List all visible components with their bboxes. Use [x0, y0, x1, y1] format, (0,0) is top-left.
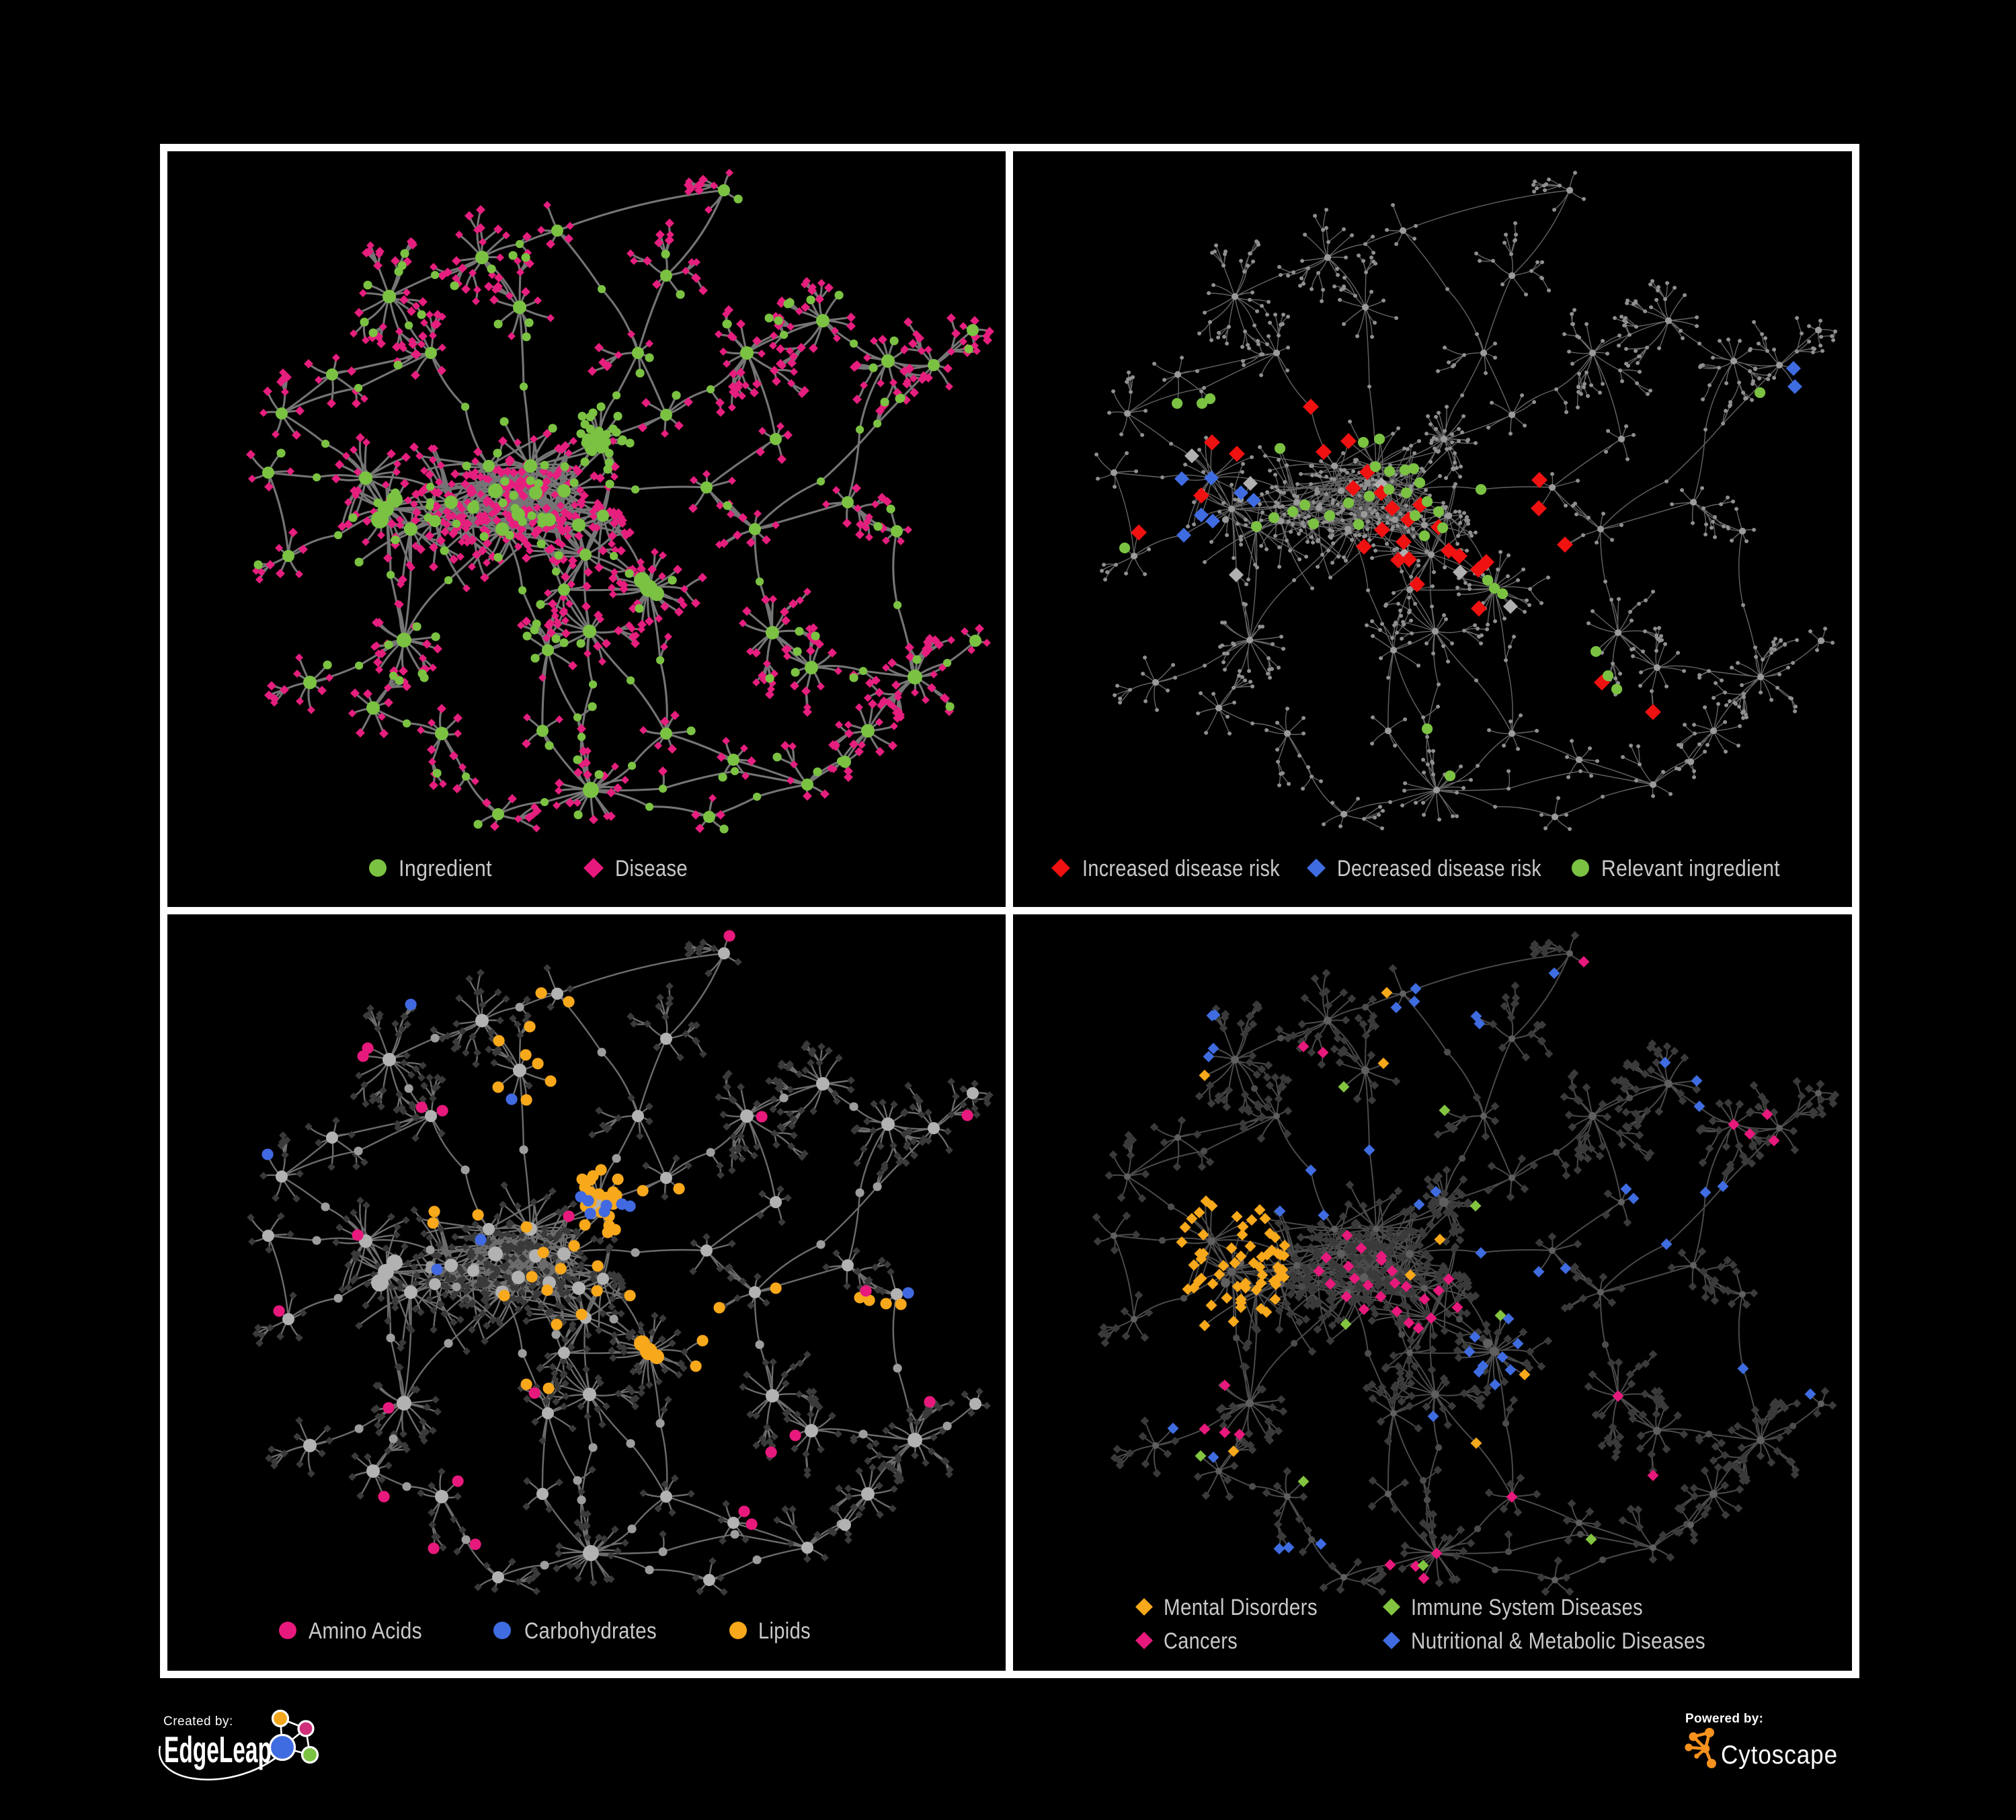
- svg-text:Immune System Diseases: Immune System Diseases: [1411, 1595, 1643, 1620]
- svg-text:Amino Acids: Amino Acids: [309, 1618, 422, 1644]
- svg-text:Powered by:: Powered by:: [1685, 1712, 1763, 1726]
- svg-text:Disease: Disease: [615, 856, 688, 881]
- svg-text:Lipids: Lipids: [758, 1618, 811, 1644]
- svg-text:Created by:: Created by:: [163, 1714, 233, 1729]
- svg-text:Cytoscape: Cytoscape: [1721, 1741, 1838, 1770]
- svg-text:Decreased disease risk: Decreased disease risk: [1337, 856, 1541, 881]
- svg-text:Mental Disorders: Mental Disorders: [1164, 1595, 1318, 1620]
- svg-text:Nutritional & Metabolic Diseas: Nutritional & Metabolic Diseases: [1411, 1628, 1705, 1654]
- svg-text:EdgeLeap: EdgeLeap: [164, 1729, 272, 1770]
- svg-text:Cancers: Cancers: [1164, 1628, 1238, 1654]
- svg-text:Carbohydrates: Carbohydrates: [524, 1618, 657, 1644]
- svg-text:Relevant ingredient: Relevant ingredient: [1601, 856, 1780, 881]
- svg-text:Ingredient: Ingredient: [399, 856, 492, 881]
- svg-text:Increased disease risk: Increased disease risk: [1082, 856, 1281, 881]
